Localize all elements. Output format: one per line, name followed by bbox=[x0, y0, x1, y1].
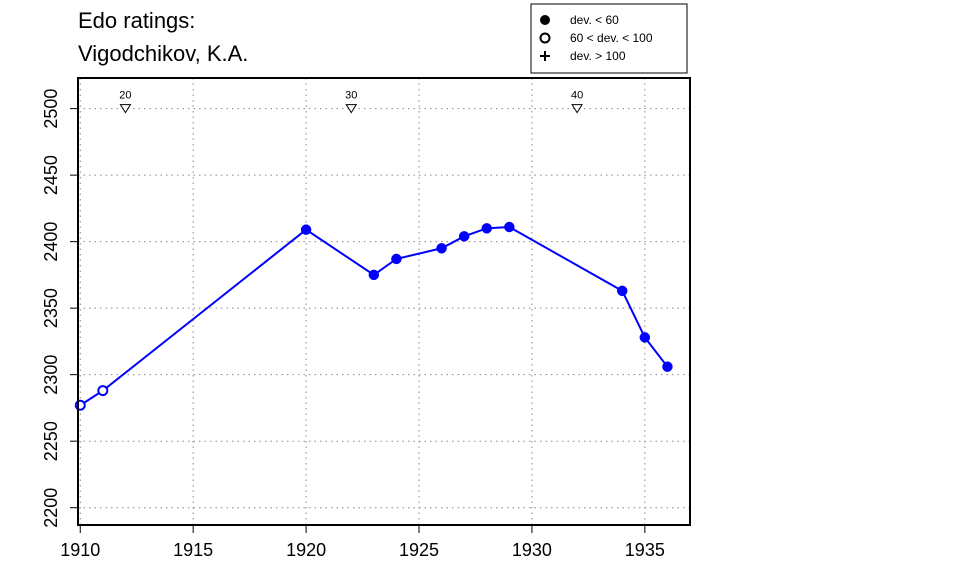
y-tick-label: 2350 bbox=[41, 288, 61, 328]
x-tick-label: 1935 bbox=[625, 540, 665, 560]
y-tick-label: 2450 bbox=[41, 155, 61, 195]
data-point-filled bbox=[504, 221, 515, 233]
age-marker-triangle bbox=[119, 104, 132, 114]
age-marker-triangle bbox=[571, 104, 583, 114]
legend-symbol-open-circle bbox=[539, 32, 551, 44]
y-tick-label: 2250 bbox=[41, 421, 61, 461]
data-point-filled bbox=[391, 253, 402, 265]
x-tick-label: 1910 bbox=[60, 540, 100, 560]
axes: 1910 1915 1920 1925 1930 1935 2200 2250 2300 2350… bbox=[41, 89, 665, 560]
x-tick-label: 1920 bbox=[286, 540, 326, 560]
legend-label: 60 < dev. < 100 bbox=[570, 31, 653, 45]
data-point-filled bbox=[300, 224, 312, 235]
y-tick-label: 2500 bbox=[41, 89, 61, 129]
age-marker-label: 30 bbox=[345, 90, 357, 102]
legend: dev. < 60 60 < dev. < 100 dev. > 100 bbox=[530, 3, 688, 74]
age-marker-triangle bbox=[345, 104, 358, 114]
age-marker-label: 20 bbox=[119, 90, 131, 102]
data-point-filled bbox=[458, 231, 470, 242]
legend-symbol-filled-circle bbox=[540, 15, 550, 25]
legend-label: dev. < 60 bbox=[570, 13, 619, 27]
chart-title-line-2: Vigodchikov, K.A. bbox=[78, 41, 249, 66]
data-point-filled bbox=[368, 269, 380, 281]
x-tick-label: 1925 bbox=[399, 540, 439, 560]
x-tick-label: 1915 bbox=[173, 540, 213, 560]
grid-lines bbox=[78, 78, 690, 525]
data-point-filled bbox=[662, 361, 673, 372]
x-tick-label: 1930 bbox=[512, 540, 552, 560]
data-point-filled bbox=[617, 285, 628, 297]
data-point-filled bbox=[436, 243, 447, 254]
age-markers: 20 30 40 bbox=[119, 90, 583, 114]
data-point-open bbox=[97, 385, 109, 397]
y-tick-label: 2400 bbox=[41, 222, 61, 262]
series-line bbox=[79, 225, 669, 407]
series-layer bbox=[74, 221, 673, 411]
legend-label: dev. > 100 bbox=[570, 49, 626, 63]
legend-box bbox=[530, 3, 688, 74]
plot-frame bbox=[77, 77, 691, 526]
age-marker-label: 40 bbox=[571, 90, 583, 102]
data-point-filled bbox=[639, 332, 651, 343]
chart-title-line-1: Edo ratings: bbox=[78, 8, 196, 33]
data-point-filled bbox=[481, 223, 493, 234]
y-tick-label: 2200 bbox=[41, 488, 61, 528]
y-tick-label: 2300 bbox=[41, 355, 61, 395]
